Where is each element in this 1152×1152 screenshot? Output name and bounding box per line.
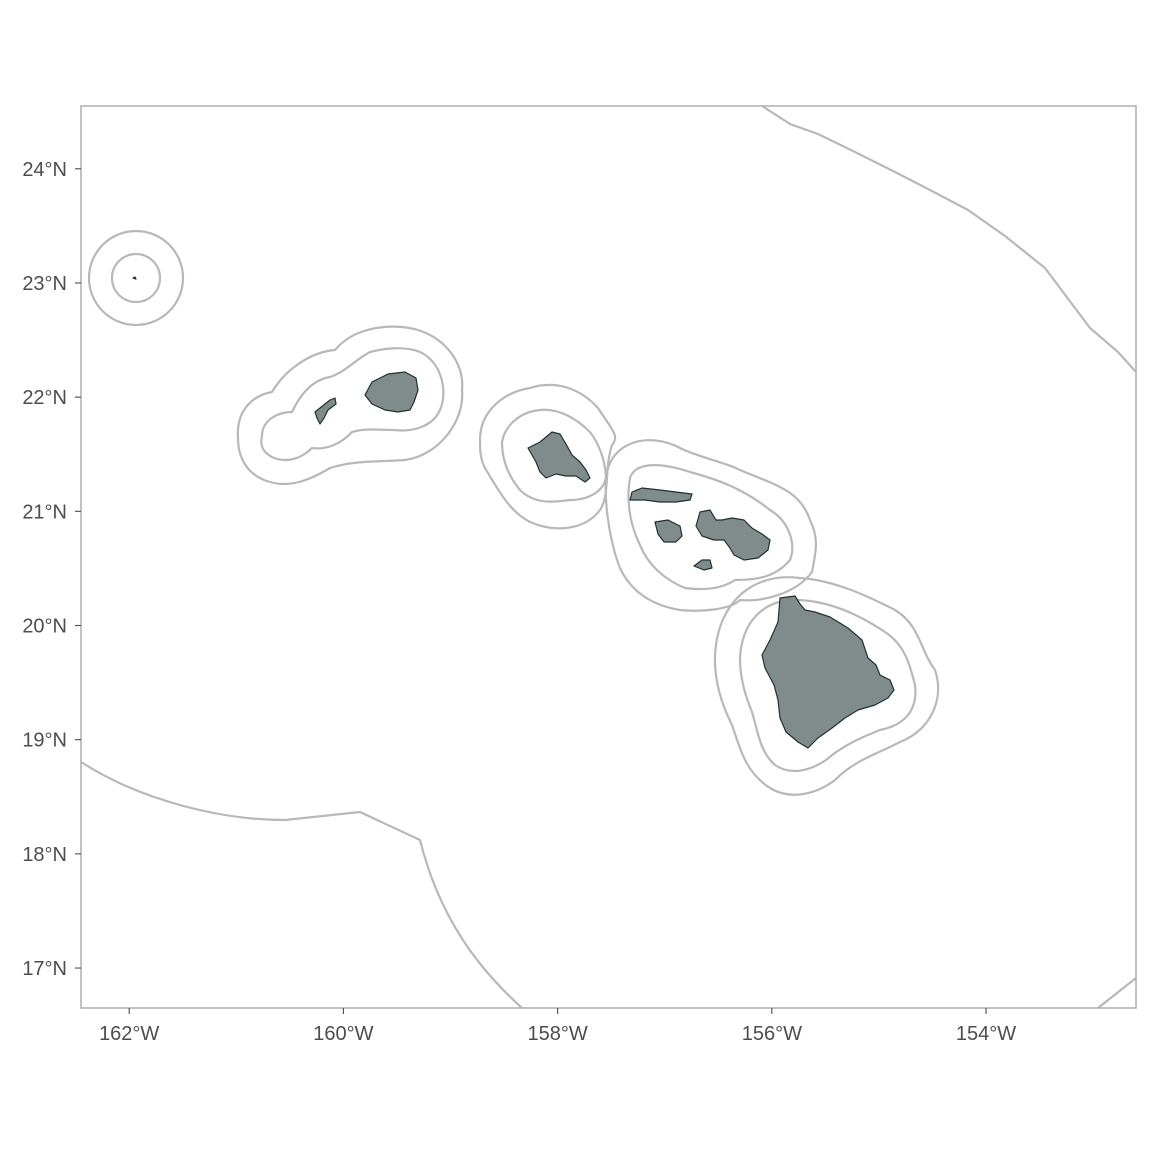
niihau-island: [314, 397, 337, 425]
nihoa-inner-buffer: [110, 252, 162, 304]
map-panel-border: [80, 105, 1137, 1009]
x-tick-label: 154°W: [956, 1023, 1016, 1045]
maui-nui-inner-buffer: [627, 464, 794, 591]
eez-boundary-southwest: [81, 761, 523, 1008]
kauai-group-inner-buffer: [260, 347, 445, 462]
nihoa-island: [132, 276, 137, 280]
nihoa-outer-buffer: [87, 229, 185, 327]
x-tick-label: 158°W: [527, 1023, 587, 1045]
y-tick-label: 19°N: [22, 730, 67, 752]
y-tick-label: 24°N: [22, 159, 67, 181]
molokai-island: [629, 487, 693, 503]
x-tick-label: 162°W: [99, 1023, 159, 1045]
lanai-island: [654, 519, 683, 543]
x-tick-label: 160°W: [313, 1023, 373, 1045]
x-tick-label: 156°W: [742, 1023, 802, 1045]
hawaii-island: [761, 595, 895, 749]
y-tick-label: 22°N: [22, 387, 67, 409]
maui-nui-outer-buffer: [604, 439, 817, 612]
y-tick-label: 18°N: [22, 844, 67, 866]
x-axis: 162°W 160°W 158°W 156°W 154°W: [99, 1008, 1016, 1045]
y-tick-label: 21°N: [22, 501, 67, 523]
kahoolawe-island: [693, 559, 713, 571]
hawaii-inner-buffer: [738, 598, 917, 773]
y-tick-label: 20°N: [22, 616, 67, 638]
kauai-island: [364, 371, 419, 413]
hawaii-outer-buffer: [713, 576, 940, 796]
eez-boundary-north: [761, 106, 1136, 373]
eez-boundary-southeast: [1097, 977, 1136, 1008]
kauai-group-outer-buffer: [236, 325, 464, 486]
map-panel[interactable]: [81, 106, 1136, 1008]
oahu-island: [527, 431, 591, 483]
maui-island: [695, 509, 771, 561]
y-tick-label: 17°N: [22, 958, 67, 980]
y-tick-label: 23°N: [22, 273, 67, 295]
y-axis: 24°N 23°N 22°N 21°N 20°N 19°N 18°N 17°N: [22, 159, 81, 980]
